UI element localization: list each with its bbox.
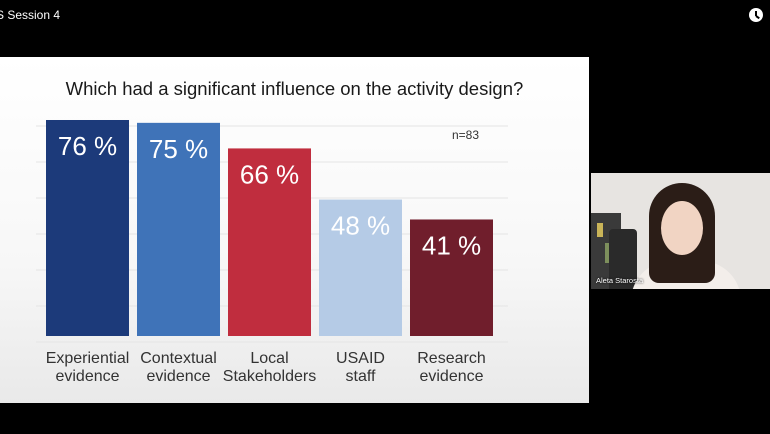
category-label: Stakeholders xyxy=(223,368,316,385)
bar-value-label: 41 % xyxy=(422,230,481,260)
bar-value-label: 48 % xyxy=(331,211,390,241)
bar-value-label: 76 % xyxy=(58,131,117,161)
slide-title: Which had a significant influence on the… xyxy=(65,78,524,99)
participant-video xyxy=(591,173,770,289)
bar xyxy=(410,219,493,336)
bar xyxy=(46,120,129,336)
bar-value-label: 75 % xyxy=(149,134,208,164)
category-label: staff xyxy=(346,368,377,385)
top-bar: S Session 4 xyxy=(0,0,770,30)
office-chair xyxy=(609,229,637,289)
sample-size-label: n=83 xyxy=(452,128,479,142)
bar xyxy=(319,199,402,336)
bar-value-label: 66 % xyxy=(240,159,299,189)
participant-name: Aleta Starosta xyxy=(596,276,644,285)
bar xyxy=(228,148,311,336)
category-label: Contextual xyxy=(140,350,217,367)
category-label: evidence xyxy=(146,368,210,385)
bar xyxy=(137,122,220,336)
category-label: Research xyxy=(417,350,485,367)
category-label: Local xyxy=(250,350,288,367)
participant-face xyxy=(661,201,703,255)
presentation-slide: Which had a significant influence on the… xyxy=(0,57,589,403)
category-label: evidence xyxy=(419,368,483,385)
category-label: evidence xyxy=(55,368,119,385)
category-label: USAID xyxy=(336,350,385,367)
session-title: S Session 4 xyxy=(0,8,61,22)
category-label: Experiential xyxy=(46,350,130,367)
clock-icon[interactable] xyxy=(749,8,763,22)
